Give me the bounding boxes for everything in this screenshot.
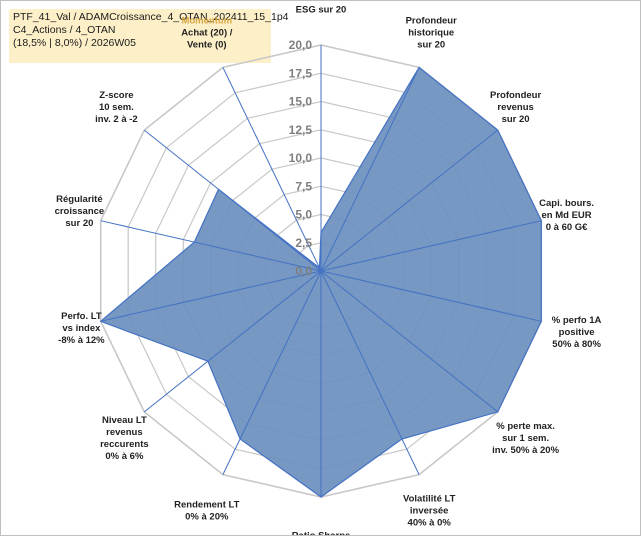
- r-tick-label: 7,5: [295, 179, 312, 193]
- info-line-1: PTF_41_Val / ADAMCroissance_4_OTAN_20241…: [13, 11, 289, 23]
- info-line-3: (18,5% | 8,0%) / 2026W05: [13, 37, 136, 49]
- axis-label: vs index: [62, 323, 101, 334]
- axis-label-prefix: Momentum: [181, 16, 232, 27]
- axis-label: -8% à 12%: [58, 335, 105, 346]
- info-box: PTF_41_Val / ADAMCroissance_4_OTAN_20241…: [9, 9, 289, 63]
- axis-label: Z-score: [99, 90, 133, 101]
- axis-label: Achat (20) /: [181, 28, 233, 39]
- axis-label: Rendement LT: [174, 499, 239, 510]
- axis-label: inversée: [410, 505, 449, 516]
- spoke-layer: [100, 45, 542, 497]
- r-tick-label: 10,0: [289, 151, 313, 165]
- axis-spoke: [320, 270, 499, 413]
- axis-label: Capi. bours.: [539, 198, 594, 209]
- axis-spoke: [100, 220, 322, 272]
- r-tick-label: 20,0: [289, 38, 313, 52]
- axis-spoke: [320, 270, 420, 475]
- axis-label-group: Rendement LT0% à 20%: [174, 499, 239, 522]
- axis-spoke: [320, 220, 542, 272]
- axis-label: Perfo. LT: [61, 311, 102, 322]
- axis-label: 0% à 6%: [105, 451, 144, 462]
- axis-spoke: [320, 270, 542, 322]
- axis-label: sur 20: [417, 40, 445, 51]
- axis-spoke: [143, 270, 322, 413]
- axis-label: positive: [559, 327, 595, 338]
- r-tick-label: 12,5: [289, 123, 313, 137]
- axis-label: historique: [408, 28, 454, 39]
- axis-label: Niveau LT: [102, 415, 147, 426]
- axis-label: Volatilité LT: [403, 493, 456, 504]
- axis-label: Ratio Sharpe: [292, 531, 351, 536]
- axis-label: % perfo 1A: [552, 315, 602, 326]
- axis-label-group: Ratio Sharpe0 à 1: [292, 531, 351, 536]
- axis-spoke: [320, 129, 499, 272]
- axis-label: revenus: [106, 427, 142, 438]
- axis-label: ESG sur 20: [296, 5, 347, 16]
- info-line-2: C4_Actions / 4_OTAN: [13, 24, 116, 36]
- axis-label: inv. 50% à 20%: [492, 445, 559, 456]
- axis-label: Profondeur: [490, 90, 541, 101]
- axis-label: Vente (0): [187, 40, 227, 51]
- axis-label: 10 sem.: [99, 102, 134, 113]
- axis-spoke: [222, 67, 322, 272]
- axis-label: 40% à 0%: [408, 517, 452, 528]
- axis-label-group: % perte max.sur 1 sem.inv. 50% à 20%: [492, 421, 559, 456]
- r-tick-label: 0,0: [295, 264, 312, 278]
- axis-label: 0% à 20%: [185, 511, 229, 522]
- r-tick-label: 5,0: [295, 208, 312, 222]
- axis-label: 50% à 80%: [552, 339, 601, 350]
- tick-layer: 0,0 2,5 5,0 7,5 10,0 12,5 15,0 17,5 20,0: [289, 38, 313, 278]
- axis-label: croissance: [55, 206, 105, 217]
- r-tick-label: 15,0: [289, 95, 313, 109]
- axis-label-group: NoteESG sur 20: [296, 1, 347, 16]
- axis-spoke: [100, 270, 322, 322]
- axis-label: Profondeur: [406, 16, 457, 27]
- axis-label: Note: [310, 1, 331, 4]
- axis-label: 0 à 60 G€: [546, 222, 588, 233]
- axis-spoke: [143, 129, 322, 272]
- axis-label: en Md EUR: [542, 210, 592, 221]
- axis-label: reccurents: [100, 439, 149, 450]
- axis-label: Régularité: [56, 194, 102, 205]
- axis-label: inv. 2 à -2: [95, 114, 138, 125]
- r-tick-label: 2,5: [295, 236, 312, 250]
- axis-spoke: [222, 270, 322, 475]
- axis-label: revenus: [497, 102, 533, 113]
- axis-label: sur 20: [502, 114, 530, 125]
- r-tick-label: 17,5: [289, 66, 313, 80]
- axis-label: sur 20: [65, 218, 93, 229]
- axis-label: sur 1 sem.: [502, 433, 549, 444]
- axis-spoke: [320, 67, 420, 272]
- axis-label: % perte max.: [496, 421, 555, 432]
